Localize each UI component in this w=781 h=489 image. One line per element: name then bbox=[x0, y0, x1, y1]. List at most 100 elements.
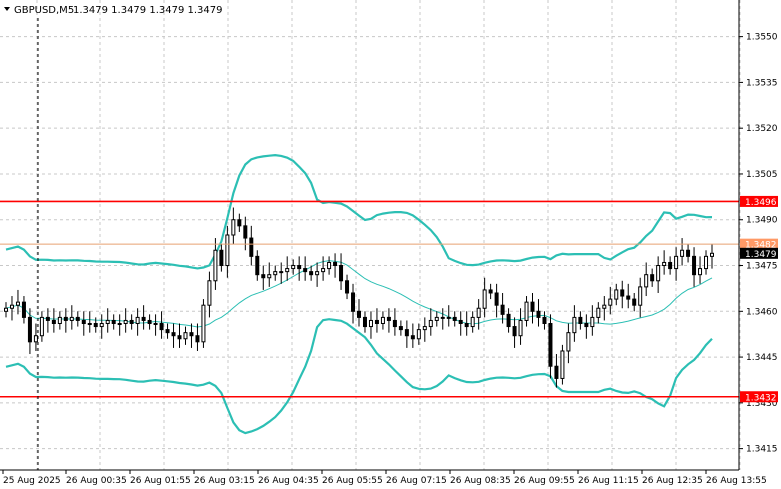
candle-body bbox=[321, 268, 326, 273]
time-tick-label: 26 Aug 08:35 bbox=[450, 476, 511, 486]
candle-body bbox=[231, 219, 236, 236]
candle-body bbox=[117, 323, 122, 326]
candle-body bbox=[506, 313, 511, 328]
candle-body bbox=[201, 304, 206, 343]
candle-body bbox=[632, 298, 637, 306]
candle-body bbox=[620, 289, 625, 297]
candle-body bbox=[177, 335, 182, 340]
candle-body bbox=[171, 332, 176, 337]
candle-body bbox=[51, 319, 56, 325]
candle-body bbox=[297, 265, 302, 270]
price-tick-label: 1.3550 bbox=[746, 33, 778, 43]
candle-body bbox=[392, 319, 397, 328]
time-tick-label: 26 Aug 09:55 bbox=[514, 476, 575, 486]
candle-body bbox=[33, 335, 38, 343]
support-price-label: 1.3432 bbox=[745, 393, 777, 403]
candle-body bbox=[159, 323, 164, 331]
candle-body bbox=[560, 350, 565, 379]
candle-body bbox=[195, 335, 200, 343]
candle-body bbox=[476, 307, 481, 318]
bollinger-lower bbox=[5, 318, 713, 435]
candle-body bbox=[656, 265, 661, 282]
candle-body bbox=[524, 301, 529, 321]
candle-body bbox=[207, 280, 212, 306]
price-tick-label: 1.3415 bbox=[746, 445, 778, 455]
candle-body bbox=[213, 249, 218, 282]
candle-body bbox=[614, 289, 619, 300]
candle-body bbox=[153, 323, 158, 326]
candle-body bbox=[189, 332, 194, 337]
candle-body bbox=[225, 234, 230, 267]
price-axis[interactable]: 1.3550 1.3535 1.3520 1.3505 1.3490 1.3475 1.34… bbox=[739, 33, 778, 455]
price-tick-label: 1.3505 bbox=[746, 170, 778, 180]
candle-body bbox=[470, 316, 475, 328]
current-price-tag bbox=[740, 247, 778, 259]
price-tick-label: 1.3475 bbox=[746, 262, 778, 272]
candle-body bbox=[542, 316, 547, 325]
candle-body bbox=[63, 316, 68, 321]
candle-body bbox=[380, 316, 385, 325]
candle-body bbox=[123, 319, 128, 325]
candle-body bbox=[398, 326, 403, 331]
candle-body bbox=[566, 332, 571, 352]
candle-body bbox=[446, 316, 451, 319]
candle-body bbox=[494, 292, 499, 306]
candle-body bbox=[135, 316, 140, 325]
candle-body bbox=[704, 255, 709, 270]
bollinger-upper bbox=[5, 153, 713, 270]
price-tick-label: 1.3460 bbox=[746, 307, 778, 317]
candle-body bbox=[626, 295, 631, 300]
candle-body bbox=[674, 255, 679, 270]
candle-body bbox=[710, 252, 714, 257]
candle-body bbox=[650, 274, 655, 282]
candle-body bbox=[243, 225, 248, 239]
candle-body bbox=[680, 249, 685, 257]
time-axis[interactable]: 25 Aug 2025 26 Aug 00:35 26 Aug 01:55 26 Au… bbox=[2, 470, 767, 486]
candle-body bbox=[410, 335, 415, 340]
candle-body bbox=[578, 316, 583, 325]
price-tick-label: 1.3430 bbox=[746, 399, 778, 409]
candle-body bbox=[267, 274, 272, 279]
candle-body bbox=[590, 316, 595, 328]
time-tick-label: 26 Aug 12:35 bbox=[642, 476, 703, 486]
time-tick-label: 26 Aug 07:15 bbox=[386, 476, 447, 486]
resistance-price-tag bbox=[740, 195, 778, 207]
candle-body bbox=[303, 268, 308, 273]
candles bbox=[4, 207, 714, 388]
candle-body bbox=[57, 316, 62, 325]
candle-body bbox=[75, 316, 80, 321]
price-tick-label: 1.3520 bbox=[746, 124, 778, 134]
candle-body bbox=[45, 316, 50, 321]
candle-body bbox=[345, 280, 350, 294]
symbol-menu-icon[interactable] bbox=[4, 7, 10, 11]
ohlc-values: 1.3479 1.3479 1.3479 1.3479 bbox=[73, 5, 223, 16]
candle-body bbox=[81, 319, 86, 325]
candle-body bbox=[69, 316, 74, 321]
candle-body bbox=[237, 219, 242, 227]
time-tick-label: 26 Aug 00:35 bbox=[66, 476, 127, 486]
candle-body bbox=[584, 323, 589, 328]
candle-body bbox=[428, 319, 433, 328]
candle-body bbox=[105, 319, 110, 325]
candle-body bbox=[147, 319, 152, 325]
time-tick-label: 26 Aug 01:55 bbox=[130, 476, 191, 486]
candle-body bbox=[327, 261, 332, 270]
candle-body bbox=[602, 304, 607, 309]
candle-body bbox=[464, 323, 469, 328]
candle-body bbox=[39, 316, 44, 337]
price-tick-label: 1.3490 bbox=[746, 216, 778, 226]
candle-body bbox=[357, 310, 361, 318]
time-tick-label: 25 Aug 2025 bbox=[3, 476, 61, 486]
candle-body bbox=[255, 255, 260, 276]
candle-body bbox=[488, 289, 493, 294]
candle-body bbox=[129, 319, 134, 325]
candle-body bbox=[440, 316, 445, 319]
candle-body bbox=[87, 323, 92, 326]
candle-body bbox=[27, 316, 32, 343]
candle-body bbox=[554, 365, 559, 379]
candle-body bbox=[422, 326, 427, 331]
candle-body bbox=[638, 286, 643, 306]
candle-body bbox=[99, 323, 104, 328]
time-tick-label: 26 Aug 05:55 bbox=[322, 476, 383, 486]
